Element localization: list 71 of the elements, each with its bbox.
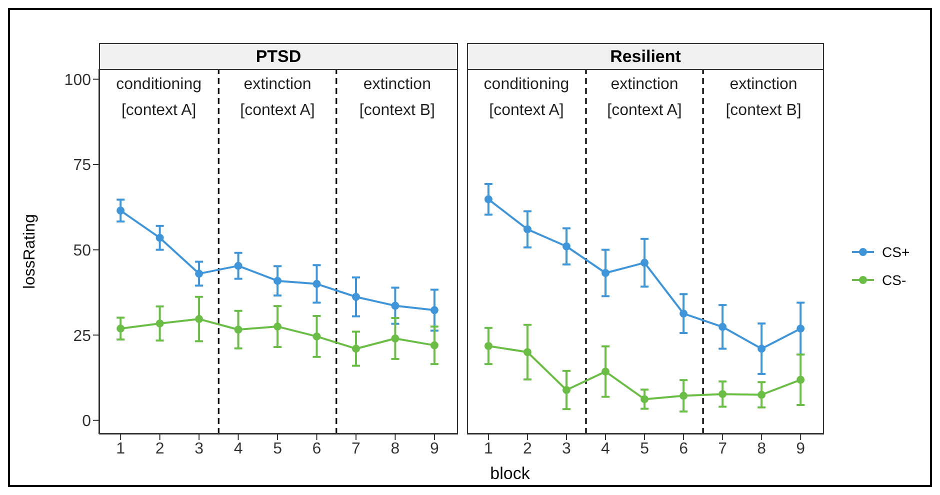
x-tick-label: 3 bbox=[562, 440, 572, 458]
point bbox=[680, 310, 688, 318]
point bbox=[680, 392, 688, 400]
point bbox=[484, 195, 492, 204]
y-tick-label: 75 bbox=[73, 157, 92, 174]
point bbox=[116, 206, 125, 215]
chart-title: Resilient bbox=[467, 43, 824, 70]
point bbox=[116, 324, 125, 333]
point bbox=[352, 292, 360, 301]
annotation: extinction [context A] bbox=[606, 75, 683, 121]
x-tick-label: 6 bbox=[679, 440, 688, 458]
point bbox=[796, 324, 805, 333]
y-axis-title: lossRating bbox=[22, 214, 39, 289]
point bbox=[312, 280, 321, 288]
x-tick-label: 7 bbox=[718, 440, 728, 458]
x-tick-label: 9 bbox=[796, 440, 806, 458]
x-tick-label: 4 bbox=[601, 440, 610, 458]
x-tick-label: 9 bbox=[430, 440, 440, 458]
legend-label: CS- bbox=[882, 272, 906, 288]
y-tick-label: 50 bbox=[73, 242, 92, 260]
annotation: extinction [context B] bbox=[358, 75, 436, 121]
point bbox=[352, 344, 360, 353]
annotation: extinction [context A] bbox=[239, 75, 316, 121]
annotation: conditioning [context A] bbox=[115, 75, 203, 121]
x-tick-label: 5 bbox=[640, 440, 650, 458]
point bbox=[195, 315, 204, 324]
point bbox=[274, 322, 282, 331]
x-tick-label: 5 bbox=[273, 440, 282, 458]
x-tick-label: 8 bbox=[757, 440, 766, 458]
x-axis-title: block bbox=[489, 464, 531, 484]
point bbox=[156, 234, 164, 242]
point bbox=[195, 270, 204, 278]
point bbox=[640, 258, 649, 267]
x-tick-label: 8 bbox=[390, 440, 400, 458]
x-tick-label: 1 bbox=[116, 440, 126, 458]
point bbox=[718, 390, 727, 398]
x-tick-label: 6 bbox=[312, 440, 322, 458]
point bbox=[523, 225, 532, 234]
x-tick-label: 1 bbox=[484, 440, 494, 458]
x-tick-label: 7 bbox=[352, 440, 361, 458]
point bbox=[562, 242, 570, 250]
point bbox=[234, 326, 242, 334]
x-tick-label: 3 bbox=[194, 440, 204, 458]
annotation: conditioning [context A] bbox=[482, 75, 570, 121]
point bbox=[274, 276, 282, 285]
point bbox=[758, 390, 766, 399]
x-tick-label: 2 bbox=[523, 440, 532, 458]
point bbox=[758, 344, 766, 353]
point bbox=[430, 306, 438, 314]
point bbox=[391, 334, 400, 342]
annotation: extinction [context B] bbox=[724, 75, 802, 121]
point bbox=[312, 332, 321, 340]
point bbox=[640, 395, 649, 404]
y-tick-label: 100 bbox=[64, 72, 92, 89]
x-tick-label: 2 bbox=[155, 440, 164, 458]
point bbox=[602, 268, 610, 277]
legend-label: CS+ bbox=[882, 244, 910, 260]
point bbox=[523, 348, 532, 356]
point bbox=[718, 322, 727, 331]
chart-title: PTSD bbox=[99, 43, 458, 70]
point bbox=[430, 341, 438, 350]
point bbox=[156, 319, 164, 328]
x-tick-label: 4 bbox=[234, 440, 243, 458]
point bbox=[484, 342, 492, 350]
y-tick-label: 25 bbox=[73, 328, 92, 345]
point bbox=[234, 262, 242, 270]
point bbox=[796, 376, 805, 384]
y-tick-label: 0 bbox=[82, 413, 92, 430]
point bbox=[602, 368, 610, 376]
point bbox=[391, 302, 400, 310]
point bbox=[562, 386, 570, 394]
